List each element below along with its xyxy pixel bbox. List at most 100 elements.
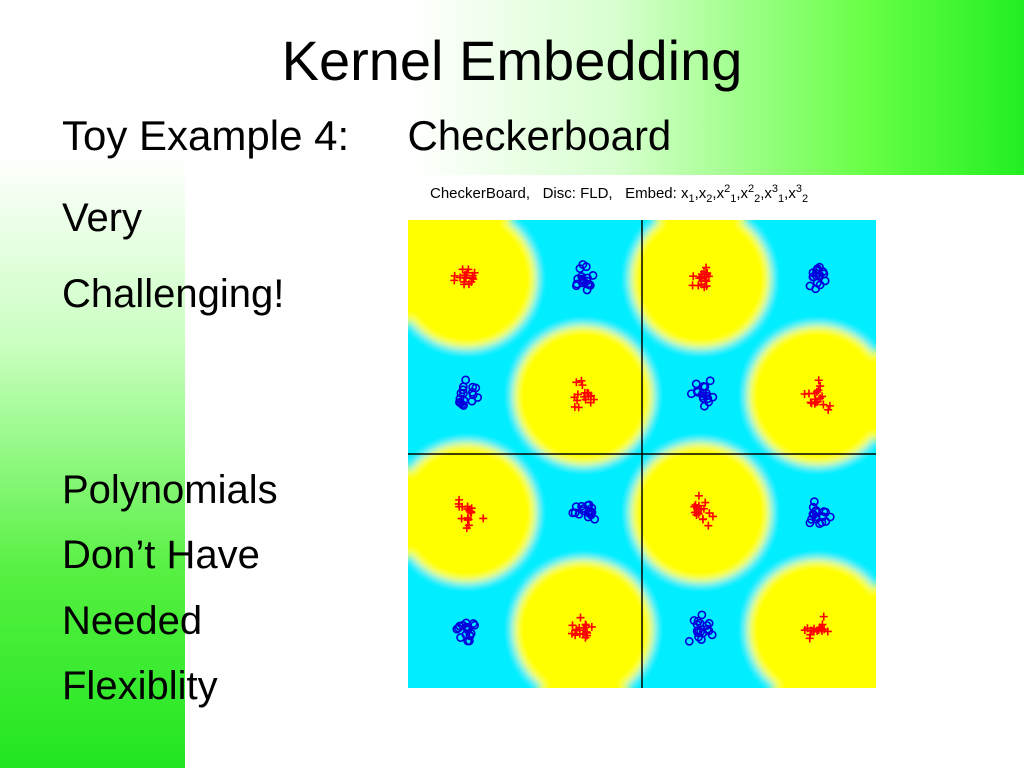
plus-marker — [571, 631, 580, 640]
plus-marker — [704, 521, 713, 530]
plus-marker — [462, 524, 471, 533]
plus-marker — [702, 263, 711, 272]
plus-marker — [581, 633, 590, 642]
plus-marker — [458, 265, 467, 274]
plus-marker — [580, 388, 589, 397]
circle-marker — [570, 508, 580, 518]
plus-marker — [694, 491, 703, 500]
plus-marker — [800, 390, 809, 399]
plus-marker — [455, 495, 464, 504]
side-text-line-1: Very — [62, 196, 143, 240]
plus-marker — [576, 613, 585, 622]
caption-term: x1 — [680, 185, 695, 205]
side-text-line-2: Challenging! — [62, 272, 285, 316]
circle-marker — [702, 391, 711, 401]
plus-marker — [586, 398, 595, 407]
circle-marker — [693, 628, 703, 638]
circle-marker — [456, 398, 466, 408]
plus-marker — [573, 390, 582, 399]
side-text-line-4: Don’t Have — [62, 533, 260, 577]
plus-marker — [692, 508, 701, 517]
plus-marker — [705, 509, 714, 518]
caption-term: x31 — [764, 183, 785, 205]
circle-marker — [825, 512, 835, 522]
circle-marker — [571, 502, 581, 512]
circle-marker — [587, 503, 597, 513]
caption-disc: Disc: FLD, — [542, 185, 613, 202]
plus-marker — [695, 274, 704, 283]
plus-marker — [587, 622, 596, 631]
circle-marker — [456, 633, 465, 642]
plus-marker — [697, 280, 706, 289]
plus-marker — [469, 275, 478, 284]
plus-marker — [568, 621, 577, 630]
side-text-line-3: Polynomials — [62, 468, 278, 512]
plot-caption: CheckerBoard, Disc: FLD, Embed: x1,x2,x2… — [430, 183, 870, 205]
plus-marker — [810, 624, 819, 633]
circle-marker — [812, 278, 822, 288]
circle-marker — [693, 616, 703, 626]
circle-marker — [700, 401, 709, 411]
plus-marker — [577, 376, 586, 385]
circle-marker — [684, 636, 694, 646]
caption-dataset: CheckerBoard, — [430, 185, 531, 202]
circle-marker — [699, 382, 709, 391]
plus-marker — [456, 273, 465, 282]
plus-marker — [816, 382, 825, 391]
decision-regions — [408, 220, 876, 688]
checkerboard-scatter-plot — [408, 220, 876, 688]
circle-marker — [585, 280, 594, 289]
circle-marker — [704, 626, 714, 636]
plus-marker — [689, 272, 698, 281]
plus-marker — [810, 399, 819, 408]
plus-marker — [824, 405, 833, 414]
caption-embed: Embed: x1,x2,x21,x22,x31,x32 — [625, 183, 809, 205]
plus-marker — [810, 389, 819, 398]
caption-term: x21 — [716, 183, 737, 205]
circle-marker — [811, 512, 821, 522]
plus-marker — [702, 277, 711, 286]
plus-marker — [814, 376, 823, 385]
circle-marker — [808, 502, 818, 512]
plus-marker — [697, 505, 706, 514]
circle-marker — [805, 281, 815, 291]
plus-marker — [458, 502, 467, 511]
yellow-region — [747, 325, 876, 466]
plus-marker — [581, 395, 590, 404]
circle-marker — [805, 518, 815, 528]
circle-marker — [468, 382, 478, 392]
circle-marker — [691, 379, 701, 389]
caption-term: x22 — [740, 183, 761, 205]
circle-marker — [577, 501, 586, 511]
data-points — [450, 260, 835, 646]
plus-marker — [465, 506, 474, 515]
caption-term: x32 — [788, 183, 809, 205]
circle-marker — [705, 376, 715, 386]
plus-marker — [464, 515, 473, 524]
circle-marker — [812, 265, 822, 274]
plus-marker — [450, 276, 459, 285]
caption-term: x2 — [698, 185, 713, 205]
background-gradient-left — [0, 0, 185, 768]
circle-marker — [463, 625, 473, 635]
circle-marker — [809, 497, 819, 507]
slide-title: Kernel Embedding — [281, 29, 743, 92]
plus-marker — [460, 280, 469, 289]
plus-marker — [578, 381, 587, 390]
plus-marker — [825, 401, 834, 410]
circle-marker — [693, 387, 703, 397]
plus-marker — [698, 515, 707, 524]
plus-marker — [570, 402, 579, 411]
circle-marker — [461, 375, 471, 385]
side-text-line-5: Needed — [62, 599, 203, 643]
circle-marker — [578, 274, 587, 284]
plus-marker — [816, 394, 825, 403]
plus-marker — [701, 498, 710, 507]
plus-marker — [572, 378, 581, 387]
circle-marker — [575, 264, 585, 273]
plus-marker — [479, 514, 488, 523]
plus-marker — [806, 398, 815, 407]
plus-marker — [819, 612, 828, 621]
circle-marker — [695, 618, 705, 628]
caption-terms: x1,x2,x21,x22,x31,x32 — [680, 183, 809, 205]
